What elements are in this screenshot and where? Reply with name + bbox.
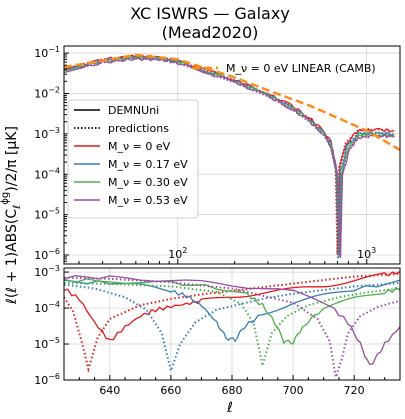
top-x-tick-label: 102 — [168, 246, 187, 261]
bottom-x-tick-label: 680 — [222, 384, 243, 397]
chart-title-line2: (Mead2020) — [162, 23, 259, 42]
legend-label-5: M_ν = 0.53 eV — [108, 194, 188, 207]
bottom-y-tick-label: 10−5 — [34, 336, 60, 351]
bottom-y-tick-label: 10−4 — [34, 300, 60, 315]
legend-label-1: predictions — [108, 122, 169, 135]
top-series-3-demnuni — [64, 57, 395, 258]
top-y-tick-label: 10−4 — [34, 166, 60, 181]
legend-linear-label: M_ν = 0 eV LINEAR (CAMB) — [226, 62, 376, 75]
top-y-tick-label: 10−6 — [34, 247, 60, 262]
chart-title-line1: XC ISWRS — Galaxy — [130, 4, 290, 23]
top-ticks: 102 103 10−1 10−2 10−3 10−4 10−5 10−6 — [34, 45, 376, 265]
bottom-y-tick-label: 10−6 — [34, 372, 60, 387]
bottom-x-tick-label: 660 — [160, 384, 181, 397]
bottom-x-tick-label: 720 — [344, 384, 365, 397]
top-panel: 102 103 10−1 10−2 10−3 10−4 10−5 10−6 M_ν = 0 e… — [34, 45, 401, 265]
top-curves — [64, 53, 400, 260]
top-y-tick-label: 10−5 — [34, 207, 60, 222]
legend-label-3: M_ν = 0.17 eV — [108, 158, 188, 171]
x-axis-label: ℓ — [226, 400, 233, 416]
bottom-x-tick-label: 700 — [283, 384, 304, 397]
linear-camb-curve — [64, 53, 400, 152]
bottom-series-0-solid — [64, 270, 400, 341]
top-series-0-prediction — [64, 55, 394, 256]
top-y-tick-label: 10−3 — [34, 126, 60, 141]
bottom-series-4-solid — [64, 278, 400, 345]
bottom-panel: 640 660 680 700 720 10−3 10−4 10−5 10−6 — [34, 264, 401, 397]
bottom-series-2-solid — [64, 279, 400, 343]
legend-label-2: M_ν = 0 eV — [108, 140, 171, 153]
bottom-curves — [64, 270, 400, 378]
bottom-series-1-dotted — [64, 272, 400, 374]
top-x-tick-label: 103 — [357, 246, 376, 261]
top-legend: M_ν = 0 eV LINEAR (CAMB) DEMNUni predictio… — [67, 62, 376, 219]
legend-label-0: DEMNUni — [108, 104, 159, 117]
bottom-series-3-dotted — [64, 281, 400, 375]
top-y-tick-label: 10−1 — [34, 45, 60, 60]
bottom-y-tick-label: 10−3 — [34, 264, 60, 279]
y-axis-label: ℓ(ℓ + 1)ABS(Cℓϕg)/2/π [μK] — [0, 126, 23, 305]
bottom-series-7-dotted — [64, 276, 400, 378]
bottom-ticks: 640 660 680 700 720 10−3 10−4 10−5 10−6 — [34, 264, 401, 397]
legend-label-4: M_ν = 0.30 eV — [108, 176, 188, 189]
bottom-grid — [64, 268, 400, 381]
legend-box — [67, 99, 199, 219]
top-y-tick-label: 10−2 — [34, 85, 60, 100]
bottom-x-tick-label: 640 — [99, 384, 120, 397]
